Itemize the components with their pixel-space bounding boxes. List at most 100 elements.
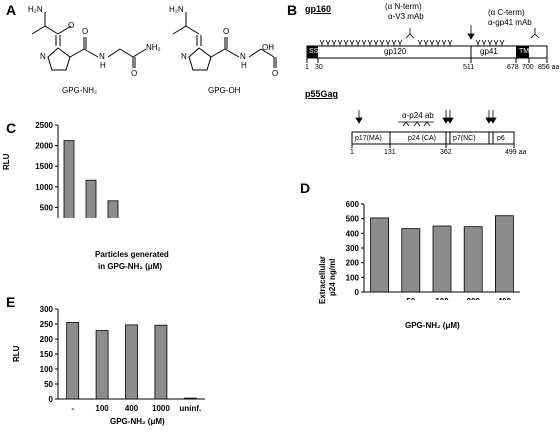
glycosylation-site-icon <box>325 39 331 46</box>
atom-nh2: NH₂ <box>146 43 161 52</box>
glycosylation-site-icon <box>367 39 373 46</box>
gag-seg-p6: p6 <box>497 135 505 142</box>
glycosylation-site-icon <box>493 39 499 46</box>
chart-d-xtick-label: 100 <box>435 297 449 300</box>
glycosylation-site-icon <box>385 39 391 46</box>
panel-letter-b: B <box>287 2 298 18</box>
chart-e-ylabel: RLU <box>12 345 21 362</box>
chart-d-bar <box>494 215 514 293</box>
gag-tick-362: 362 <box>440 149 452 156</box>
glycosylation-site-icon <box>441 39 447 46</box>
chart-d-ytick-label: 400 <box>346 229 360 238</box>
atom-n: N <box>40 52 46 61</box>
glycosylation-site-icon <box>379 39 385 46</box>
glycosylation-site-icon <box>487 39 493 46</box>
gp160-map <box>306 25 548 63</box>
chart-c-xlabel2: in GPG-NH₂ (μM) <box>98 262 162 271</box>
chart-c-ytick-label: 1500 <box>35 162 53 171</box>
glycosylation-site-icon <box>499 39 505 46</box>
glycosylation-site-icon <box>319 39 325 46</box>
atom-h: H <box>241 61 247 70</box>
chart-d-ytick-label: 500 <box>346 215 360 224</box>
gp160-ab-right2: α-gp41 mAb <box>488 18 532 27</box>
gp160-title: gp160 <box>305 4 332 14</box>
gag-seg-p7: p7(NC) <box>453 135 476 142</box>
atom-oh: OH <box>262 43 274 52</box>
chart-e-ytick-label: 100 <box>40 365 54 374</box>
chart-e-bar <box>95 330 109 400</box>
glycosylation-site-icon <box>361 39 367 46</box>
gag-title: p55Gag <box>305 89 339 99</box>
gag-ab-label: α-p24 ab <box>402 111 434 120</box>
gag-tick-131: 131 <box>384 149 396 156</box>
gp160-tick-511: 511 <box>463 64 475 71</box>
chart-c-ytick-label: 500 <box>40 203 54 212</box>
gp160-tick-856: 856 aa <box>538 64 560 71</box>
atom-nh: N <box>240 52 246 61</box>
gp120-label: gp120 <box>384 47 407 56</box>
chart-e-bar <box>183 397 197 400</box>
chart-e-ytick-label: 0 <box>49 395 54 404</box>
glycosylation-site-icon <box>475 39 481 46</box>
gp160-ab-left: (α N-term) <box>385 2 422 11</box>
panel-letter-a: A <box>6 2 17 18</box>
glycosylation-site-icon <box>349 39 355 46</box>
chart-d-bar <box>401 228 421 293</box>
glycosylation-site-icon <box>331 39 337 46</box>
chart-e-xtick-label: 1000 <box>152 404 170 413</box>
chart-c-ytick-label: 1000 <box>35 183 53 192</box>
chart-d-xtick-label: 400 <box>498 297 512 300</box>
gpg-oh-label: GPG-OH <box>208 86 241 95</box>
chart-c-bar <box>63 140 75 218</box>
glycosylation-site-icon <box>397 39 403 46</box>
gpg-nh2-label: GPG-NH₂ <box>62 86 98 95</box>
glycosylation-site-icon <box>343 39 349 46</box>
atom-h2n: H₂N <box>28 5 43 14</box>
chart-d-xlabel: GPG-NH₂ (μM) <box>405 321 460 330</box>
atom-o: O <box>223 27 230 36</box>
gag-seg-p24: p24 (CA) <box>408 135 437 142</box>
gp41-label: gp41 <box>480 47 498 56</box>
gp160-ab-right: (α C-term) <box>488 8 525 17</box>
glycosylation-site-icon <box>435 39 441 46</box>
chart-c-bar <box>107 200 119 218</box>
panel-letter-c: C <box>6 120 17 136</box>
glycosylation-site-icon <box>447 39 453 46</box>
chart-e-xtick-label: 400 <box>125 404 139 413</box>
panel-letter-e: E <box>6 294 16 310</box>
atom-nh: N <box>99 52 105 61</box>
chart-e-xtick-label: 100 <box>95 404 109 413</box>
chart-c-bar <box>85 179 97 218</box>
chart-e-bar <box>66 322 80 400</box>
chart-c-ytick-label: 2000 <box>35 142 53 151</box>
chart-d-xtick-label: - <box>378 297 381 300</box>
chart-e: 0 50 100 150 200 250 300 - 100 400 1000 uninf. <box>40 305 205 413</box>
glycosylation-site-icon <box>337 39 343 46</box>
chart-d-ytick-label: 200 <box>346 259 360 268</box>
glycosylation-site-icon <box>481 39 487 46</box>
atom-o: O <box>131 69 138 78</box>
glycosylation-site-icon <box>429 39 435 46</box>
chart-d-ytick-label: 100 <box>346 273 360 282</box>
chart-c-ytick-label: 2500 <box>35 121 53 130</box>
gag-tick-499: 499 aa <box>505 149 527 156</box>
gp160-tick-1: 1 <box>305 64 309 71</box>
chart-c: 05001000150020002500 -50100200400uninf. <box>35 121 119 218</box>
chart-e-ytick-label: 250 <box>40 320 54 329</box>
gag-seg-p17: p17(MA) <box>355 135 382 142</box>
atom-h2n: H₂N <box>169 5 184 14</box>
chart-e-xtick-label: uninf. <box>179 404 201 413</box>
gag-tick-1: 1 <box>350 149 354 156</box>
chart-d-ylabel2: p24 ng/ml <box>328 258 337 296</box>
ss-label: SS <box>309 48 319 55</box>
atom-o: O <box>82 27 89 36</box>
panel-letter-d: D <box>300 180 311 196</box>
chart-e-ytick-label: 150 <box>40 350 54 359</box>
gp160-tick-30: 30 <box>315 64 323 71</box>
chart-e-ytick-label: 50 <box>44 380 53 389</box>
gp160-ab-left2: α-V3 mAb <box>388 12 424 21</box>
atom-n: N <box>181 52 187 61</box>
chart-c-xlabel1: Particles generated <box>95 250 169 259</box>
chart-d-xtick-label: 200 <box>467 297 481 300</box>
chart-d-ytick-label: 600 <box>346 200 360 209</box>
